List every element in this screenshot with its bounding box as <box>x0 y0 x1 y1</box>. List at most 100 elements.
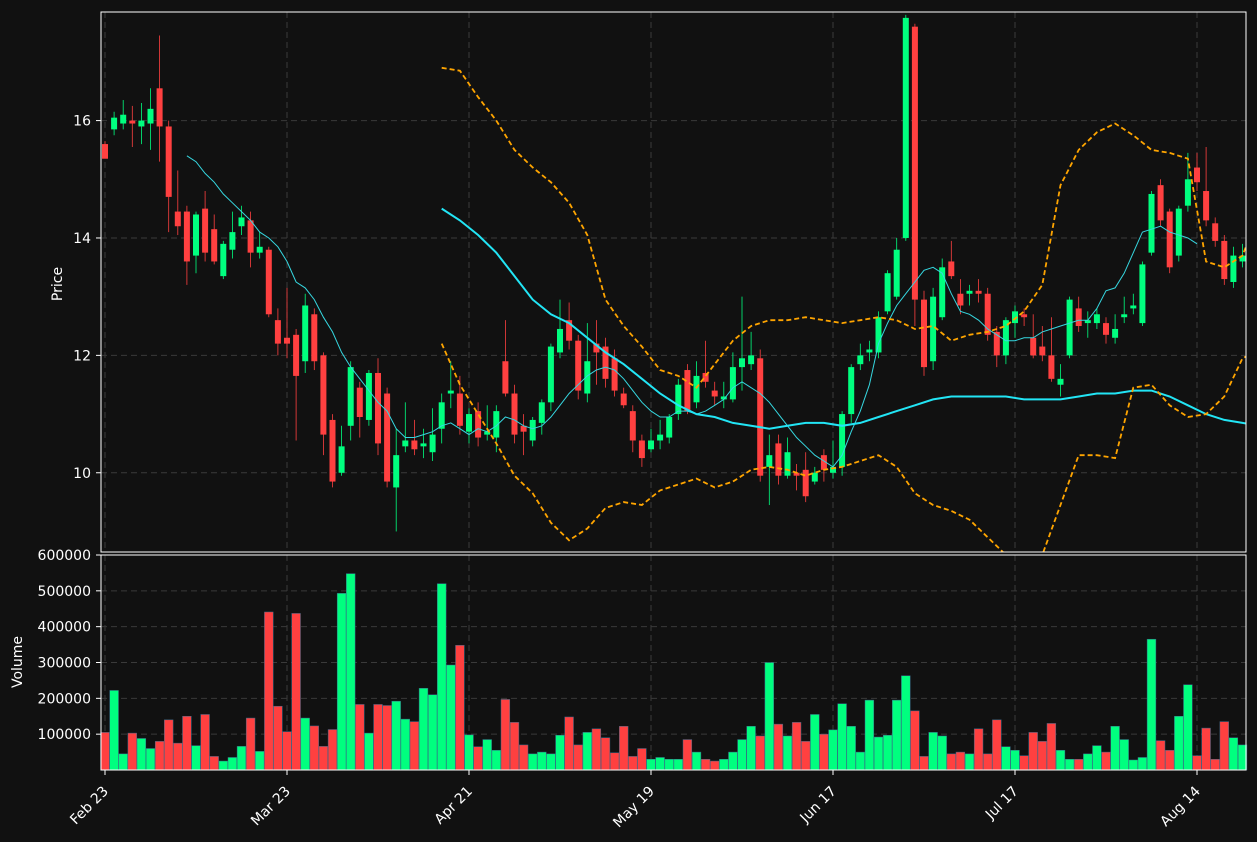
volume-bars <box>100 573 1248 771</box>
volume-bar <box>255 751 265 771</box>
volume-bar <box>528 753 538 771</box>
candle-down <box>202 208 209 253</box>
volume-bar <box>1083 753 1093 771</box>
volume-bar <box>373 704 383 771</box>
candle-up <box>1184 179 1191 206</box>
volume-bar <box>755 735 765 771</box>
volume-tick-label: 300000 <box>38 656 91 672</box>
volume-bar <box>145 748 156 771</box>
volume-tick-label: 100000 <box>38 727 91 743</box>
candle-up <box>438 402 445 429</box>
candle-up <box>557 328 563 353</box>
candle-down <box>921 299 927 368</box>
volume-bar <box>418 688 429 771</box>
candle-up <box>1175 208 1182 256</box>
ma-fast-line <box>186 155 1198 468</box>
volume-bar <box>282 731 292 771</box>
volume-bar <box>364 732 374 771</box>
volume-bar <box>1183 684 1193 771</box>
volume-bar <box>318 746 329 771</box>
candle-up <box>229 232 236 250</box>
candle-down <box>975 290 982 294</box>
candle-up <box>839 414 846 467</box>
candle-down <box>575 340 582 391</box>
candle-up <box>875 317 882 353</box>
candle-up <box>784 452 791 476</box>
volume-bar <box>673 759 683 771</box>
candle-up <box>256 246 263 253</box>
price-series <box>102 14 1255 552</box>
volume-bar <box>154 741 165 771</box>
candle-up <box>866 349 873 353</box>
candle-up <box>584 361 591 394</box>
candle-down <box>1166 211 1173 268</box>
candle-up <box>429 434 436 453</box>
candle-up <box>547 346 554 403</box>
volume-frame <box>100 554 1247 771</box>
candle-down <box>1021 314 1028 318</box>
candle-down <box>702 372 709 382</box>
candle-down <box>265 249 272 315</box>
candle-down <box>411 440 418 450</box>
candle-down <box>629 411 636 441</box>
candle-down <box>793 472 800 476</box>
volume-bar <box>1128 759 1138 771</box>
volume-bar <box>782 735 793 771</box>
x-tick-label: Mar 23 <box>248 784 294 830</box>
candle-up <box>811 472 818 482</box>
candle-down <box>948 261 955 277</box>
candle-up <box>484 431 491 435</box>
volume-bar <box>482 739 492 771</box>
volume-bar <box>546 753 556 771</box>
volume-bar <box>1228 737 1239 771</box>
candle-up <box>748 355 755 365</box>
volume-bar <box>646 759 656 771</box>
candle-down <box>384 393 391 482</box>
candle-up <box>884 273 891 312</box>
volume-bar <box>327 729 338 771</box>
candle-down <box>602 346 609 379</box>
volume-bar <box>1192 755 1202 771</box>
volume-bar <box>500 699 511 771</box>
candle-up <box>1057 378 1064 385</box>
volume-bar <box>1155 740 1166 771</box>
candle-up <box>347 367 354 426</box>
candle-up <box>1112 328 1119 338</box>
price-axis-label: Price <box>50 267 66 301</box>
volume-bar <box>1055 750 1066 771</box>
price-tick-label: 14 <box>73 231 91 247</box>
candle-up <box>1249 250 1255 253</box>
candle-up <box>930 296 937 362</box>
ma-slow-line <box>441 207 1246 430</box>
candle-up <box>666 417 673 438</box>
volume-bar <box>118 753 128 771</box>
candle-down <box>993 331 1000 356</box>
volume-bar <box>691 751 702 771</box>
volume-bar <box>719 759 729 771</box>
candle-down <box>802 469 809 497</box>
volume-bar <box>791 722 802 771</box>
volume-bar <box>964 753 975 771</box>
volume-bar <box>218 760 228 771</box>
volume-bar <box>682 739 693 771</box>
volume-bar <box>1019 755 1029 771</box>
x-tick-label: Jun 17 <box>797 784 840 827</box>
volume-bar <box>846 726 856 771</box>
volume-bar <box>1037 741 1047 771</box>
volume-bar <box>1110 726 1120 771</box>
candle-down <box>211 229 218 262</box>
volume-bar <box>600 737 611 771</box>
candle-down <box>102 144 108 159</box>
volume-bar <box>628 756 638 771</box>
candle-down <box>1048 355 1055 379</box>
volume-bar <box>509 722 520 771</box>
candle-down <box>638 440 645 459</box>
volume-bar <box>236 746 247 771</box>
candle-down <box>820 455 827 470</box>
candle-up <box>447 390 454 394</box>
volume-bar <box>391 700 401 771</box>
price-frame <box>100 11 1247 553</box>
volume-bar <box>182 716 192 771</box>
candle-down <box>320 355 327 435</box>
